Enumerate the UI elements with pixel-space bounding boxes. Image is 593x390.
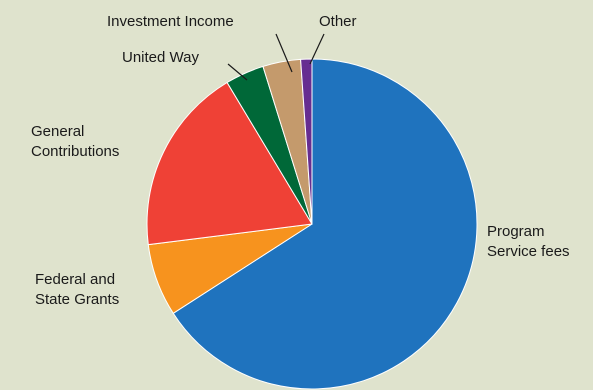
slice-label-federal-and-state-grants: State Grants [35,291,119,308]
pie-slice-general-contributions [146,81,313,246]
leader-line-other [309,33,325,65]
slice-label-program-service-fees: Program [487,223,545,240]
slice-label-investment-income: Investment Income [107,13,234,30]
leader-line-investment-income [275,33,293,73]
leader-line-united-way [227,63,248,81]
slice-label-program-service-fees: Service fees [487,243,570,260]
pie-slice-program-service-fees [172,58,478,390]
slice-label-other: Other [319,13,357,30]
slice-label-general-contributions: Contributions [31,143,119,160]
slice-label-federal-and-state-grants: Federal and [35,271,115,288]
slice-label-united-way: United Way [122,49,199,66]
slice-label-general-contributions: General [31,123,84,140]
